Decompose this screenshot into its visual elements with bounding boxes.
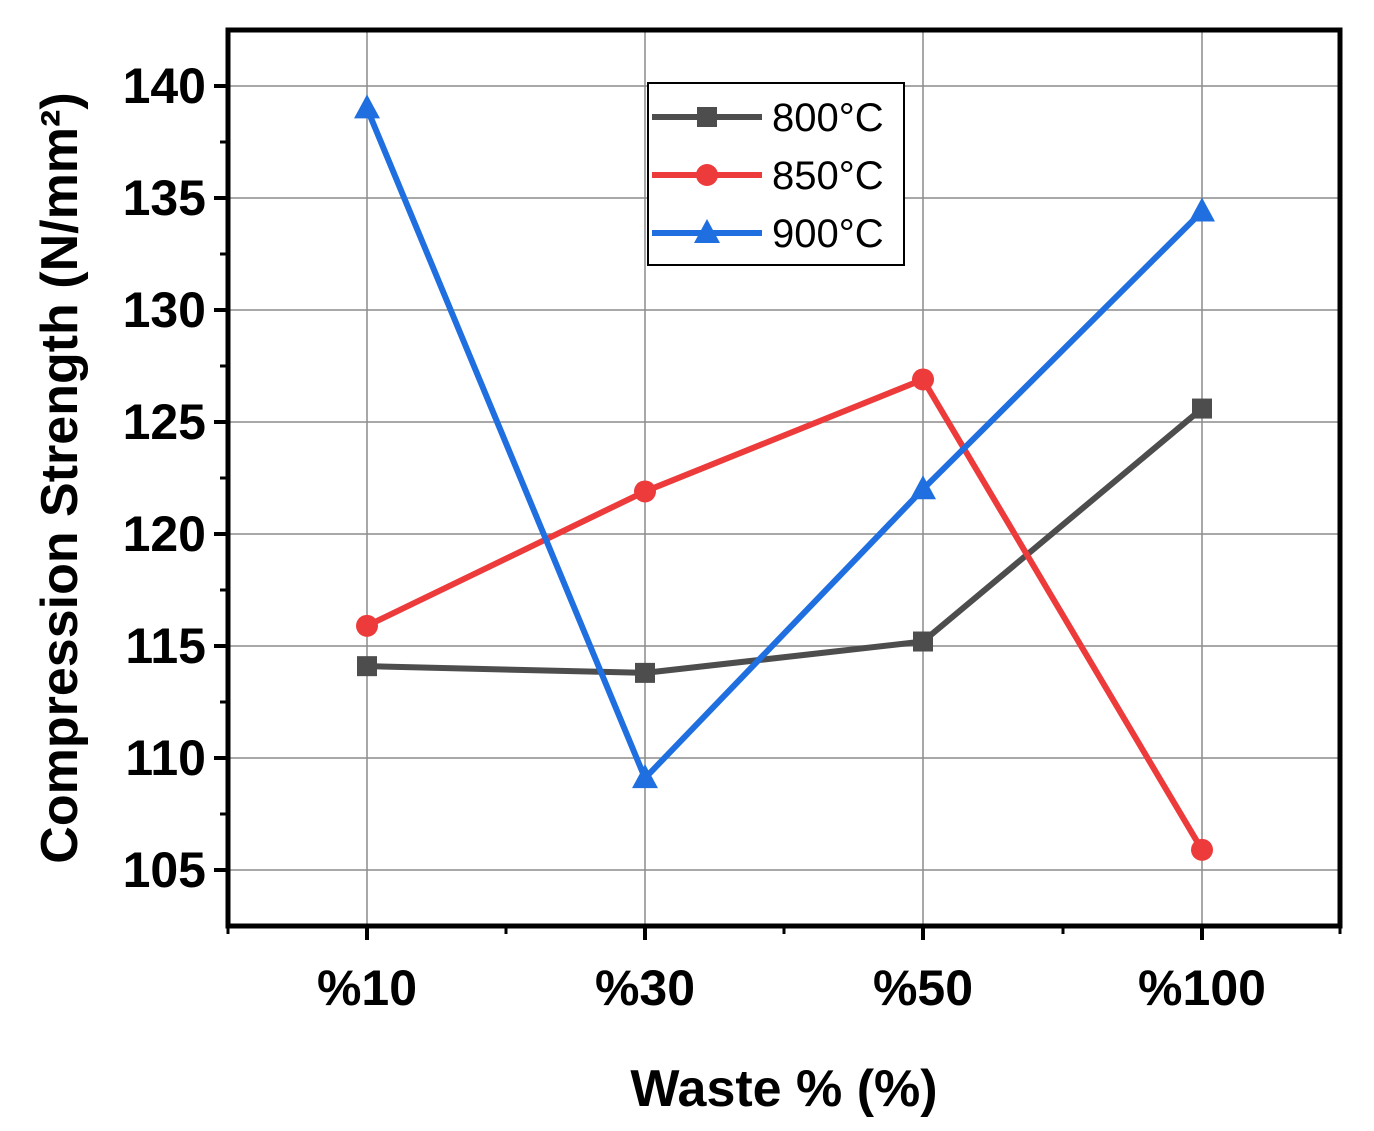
legend-item-800c: 800°C <box>652 96 884 140</box>
y-tick-label: 110 <box>125 730 206 786</box>
series-800c <box>357 398 1212 683</box>
y-axis-title: Compression Strength (N/mm²) <box>31 92 89 863</box>
data-point <box>632 764 658 789</box>
axes: 105 110 115 120 125 130 135 140 %10 %30 %50 %100 <box>123 58 1342 1016</box>
x-tick-label: %10 <box>317 960 417 1016</box>
data-point <box>913 631 933 652</box>
data-point <box>912 368 934 391</box>
y-tick-label: 130 <box>123 282 206 338</box>
legend-marker <box>694 219 720 243</box>
data-point <box>356 614 378 637</box>
x-axis-title: Waste % (%) <box>630 1060 937 1118</box>
y-tick-label: 120 <box>123 506 206 562</box>
legend-label: 850°C <box>772 154 884 198</box>
series-line <box>364 107 1205 782</box>
legend-marker <box>696 164 718 186</box>
series-850c <box>356 368 1213 861</box>
data-point <box>354 94 380 119</box>
data-point <box>1191 838 1213 861</box>
series-line <box>365 376 1205 852</box>
data-point <box>910 475 936 500</box>
data-point <box>634 480 656 503</box>
series-layer <box>354 94 1215 861</box>
series-line <box>366 406 1204 676</box>
x-tick-label: %30 <box>595 960 695 1016</box>
y-tick-label: 125 <box>123 394 206 450</box>
x-tick-label: %100 <box>1138 960 1266 1016</box>
y-tick-label: 115 <box>125 618 206 674</box>
y-tick-label: 135 <box>123 170 206 226</box>
series-900c <box>354 94 1215 789</box>
y-tick-label: 105 <box>123 842 206 898</box>
data-point <box>1192 398 1212 419</box>
legend-item-900c: 900°C <box>652 212 884 256</box>
data-point <box>357 656 377 677</box>
x-tick-label: %50 <box>873 960 973 1016</box>
y-tick-label: 140 <box>123 58 206 114</box>
legend: 800°C 850°C 900°C <box>647 82 905 266</box>
legend-label: 800°C <box>772 96 884 140</box>
legend-item-850c: 850°C <box>652 154 884 198</box>
legend-marker <box>697 107 717 127</box>
data-point <box>635 662 655 683</box>
legend-label: 900°C <box>772 212 884 256</box>
data-point <box>1189 197 1215 222</box>
